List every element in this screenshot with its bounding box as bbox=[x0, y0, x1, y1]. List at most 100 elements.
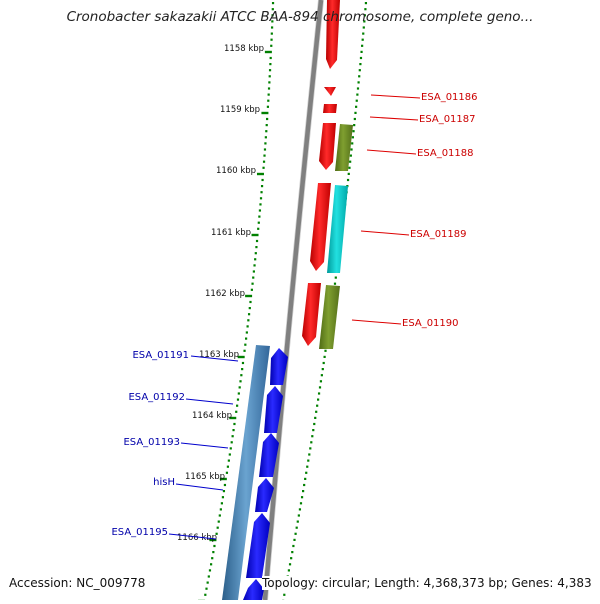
scale-label: 1164 kbp bbox=[192, 411, 232, 421]
scale-tick-dot bbox=[302, 490, 304, 492]
scale-tick-dot bbox=[314, 417, 316, 419]
scale-tick-dot bbox=[268, 94, 270, 96]
gene-arrow-esa-01188[interactable] bbox=[319, 123, 336, 170]
scale-tick-dot bbox=[324, 350, 326, 352]
scale-tick-dot bbox=[265, 51, 272, 53]
scale-tick-dot bbox=[347, 179, 349, 181]
scale-tick-dot bbox=[299, 508, 301, 510]
scale-tick-dot bbox=[297, 521, 299, 523]
gene-label-esa-01192[interactable]: ESA_01192 bbox=[128, 392, 185, 403]
gene-label-esa-01188[interactable]: ESA_01188 bbox=[417, 148, 474, 159]
scale-tick-dot bbox=[307, 460, 309, 462]
gene-arrow-esa-01196[interactable] bbox=[243, 579, 264, 600]
gene-label-esa-01195[interactable]: ESA_01195 bbox=[111, 527, 168, 538]
gene-label-esa-01193[interactable]: ESA_01193 bbox=[123, 437, 180, 448]
scale-tick-dot bbox=[296, 527, 298, 529]
scale-tick-dot bbox=[228, 460, 230, 462]
scale-tick-dot bbox=[304, 478, 306, 480]
scale-tick-dot bbox=[361, 45, 363, 47]
scale-tick-dot bbox=[260, 197, 262, 199]
scale-tick-dot bbox=[247, 325, 249, 327]
scale-tick-dot bbox=[266, 124, 268, 126]
scale-tick-dot bbox=[251, 289, 253, 291]
gene-label-esa-01186[interactable]: ESA_01186 bbox=[421, 92, 478, 103]
scale-tick-dot bbox=[321, 374, 323, 376]
scale-tick-dot bbox=[240, 374, 242, 376]
scale-tick-dot bbox=[255, 246, 257, 248]
scale-tick-dot bbox=[230, 447, 232, 449]
scale-label: 1160 kbp bbox=[216, 166, 256, 176]
scale-tick-dot bbox=[261, 112, 268, 114]
topology-summary: Topology: circular; Length: 4,368,373 bp… bbox=[262, 576, 592, 590]
scale-tick-dot bbox=[288, 569, 290, 571]
scale-tick-dot bbox=[207, 582, 209, 584]
scale-tick-dot bbox=[324, 356, 326, 358]
scale-tick-dot bbox=[359, 63, 361, 65]
scale-tick-dot bbox=[259, 209, 261, 211]
scale-tick-dot bbox=[270, 39, 272, 41]
scale-tick-dot bbox=[212, 551, 214, 553]
scale-tick-dot bbox=[319, 386, 321, 388]
scale-tick-dot bbox=[301, 496, 303, 498]
scale-tick-dot bbox=[312, 429, 314, 431]
scale-tick-dot bbox=[316, 405, 318, 407]
scale-tick-dot bbox=[257, 173, 264, 175]
scale-tick-dot bbox=[256, 240, 258, 242]
scale-tick-dot bbox=[226, 472, 228, 474]
gene-arrow-esa-01186[interactable] bbox=[324, 87, 336, 96]
scale-tick-dot bbox=[358, 81, 360, 83]
gene-label-esa-01191[interactable]: ESA_01191 bbox=[132, 350, 189, 361]
scale-tick-dot bbox=[293, 539, 295, 541]
scale-tick-dot bbox=[352, 130, 354, 132]
feature-olive-2[interactable] bbox=[319, 285, 340, 349]
scale-tick-dot bbox=[317, 399, 319, 401]
right-label-leaders bbox=[352, 95, 420, 324]
scale-tick-dot bbox=[354, 112, 356, 114]
gene-label-esa-01189[interactable]: ESA_01189 bbox=[410, 229, 467, 240]
gene-arrow-esa-01187[interactable] bbox=[323, 104, 337, 113]
scale-tick-dot bbox=[263, 155, 265, 157]
scale-label: 1159 kbp bbox=[220, 105, 260, 115]
scale-tick-dot bbox=[238, 392, 240, 394]
feature-olive-1[interactable] bbox=[335, 124, 353, 171]
scale-tick-dot bbox=[220, 508, 222, 510]
scale-tick-dot bbox=[264, 142, 266, 144]
scale-tick-dot bbox=[349, 161, 351, 163]
scale-tick-dot bbox=[227, 466, 229, 468]
gene-arrow-esa-01189[interactable] bbox=[310, 183, 331, 271]
scale-tick-dot bbox=[232, 435, 234, 437]
scale-tick-dot bbox=[362, 33, 364, 35]
right-gene-labels: ESA_01186 ESA_01187 ESA_01188 ESA_01189 … bbox=[402, 92, 478, 329]
feature-cyan-1[interactable] bbox=[327, 185, 348, 273]
scale-tick-dot bbox=[241, 368, 243, 370]
scale-tick-dot bbox=[263, 161, 265, 163]
scale-tick-dot bbox=[353, 124, 355, 126]
scale-tick-dot bbox=[265, 130, 267, 132]
scale-tick-dot bbox=[360, 57, 362, 59]
scale-tick-dot bbox=[258, 222, 260, 224]
scale-tick-dot bbox=[265, 136, 267, 138]
scale-tick-dot bbox=[365, 2, 367, 4]
scale-tick-dots bbox=[198, 2, 367, 600]
scale-tick-dot bbox=[272, 2, 274, 4]
scale-tick-dot bbox=[211, 557, 213, 559]
scale-tick-dot bbox=[270, 57, 272, 59]
scale-tick-dot bbox=[291, 551, 293, 553]
scale-tick-dot bbox=[231, 441, 233, 443]
gene-label-esa-01187[interactable]: ESA_01187 bbox=[419, 114, 476, 125]
scale-tick-dot bbox=[315, 411, 317, 413]
scale-tick-dot bbox=[245, 338, 247, 340]
scale-tick-dot bbox=[289, 563, 291, 565]
scale-tick-dot bbox=[359, 69, 361, 71]
scale-tick-dot bbox=[249, 301, 251, 303]
scale-tick-dot bbox=[217, 527, 219, 529]
scale-tick-dot bbox=[259, 203, 261, 205]
scale-tick-dot bbox=[283, 594, 285, 596]
scale-tick-dot bbox=[306, 466, 308, 468]
gene-label-hish[interactable]: hisH bbox=[153, 477, 175, 488]
gene-arrow-esa-01190[interactable] bbox=[302, 283, 321, 346]
scale-tick-dot bbox=[352, 136, 354, 138]
scale-tick-dot bbox=[209, 569, 211, 571]
gene-label-esa-01190[interactable]: ESA_01190 bbox=[402, 318, 459, 329]
